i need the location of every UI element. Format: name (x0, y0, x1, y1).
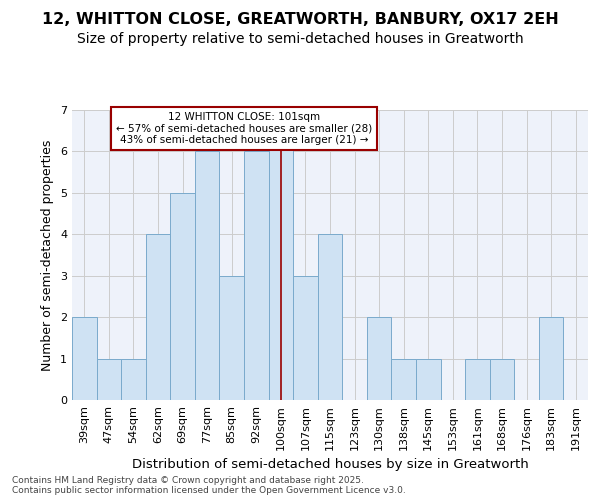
Bar (244, 152, 269, 400)
Bar (220, 276, 244, 400)
Bar (490, 358, 514, 400)
X-axis label: Distribution of semi-detached houses by size in Greatworth: Distribution of semi-detached houses by … (131, 458, 529, 471)
Bar (293, 276, 318, 400)
Bar (146, 234, 170, 400)
Bar (539, 317, 563, 400)
Y-axis label: Number of semi-detached properties: Number of semi-detached properties (41, 140, 55, 370)
Bar (367, 317, 391, 400)
Bar (269, 110, 293, 400)
Bar (97, 358, 121, 400)
Bar (121, 358, 146, 400)
Bar (170, 193, 195, 400)
Bar (72, 317, 97, 400)
Bar (391, 358, 416, 400)
Bar (416, 358, 440, 400)
Text: 12, WHITTON CLOSE, GREATWORTH, BANBURY, OX17 2EH: 12, WHITTON CLOSE, GREATWORTH, BANBURY, … (41, 12, 559, 28)
Text: Contains HM Land Registry data © Crown copyright and database right 2025.
Contai: Contains HM Land Registry data © Crown c… (12, 476, 406, 495)
Bar (318, 234, 342, 400)
Bar (195, 152, 220, 400)
Text: 12 WHITTON CLOSE: 101sqm
← 57% of semi-detached houses are smaller (28)
43% of s: 12 WHITTON CLOSE: 101sqm ← 57% of semi-d… (116, 112, 372, 146)
Bar (465, 358, 490, 400)
Text: Size of property relative to semi-detached houses in Greatworth: Size of property relative to semi-detach… (77, 32, 523, 46)
